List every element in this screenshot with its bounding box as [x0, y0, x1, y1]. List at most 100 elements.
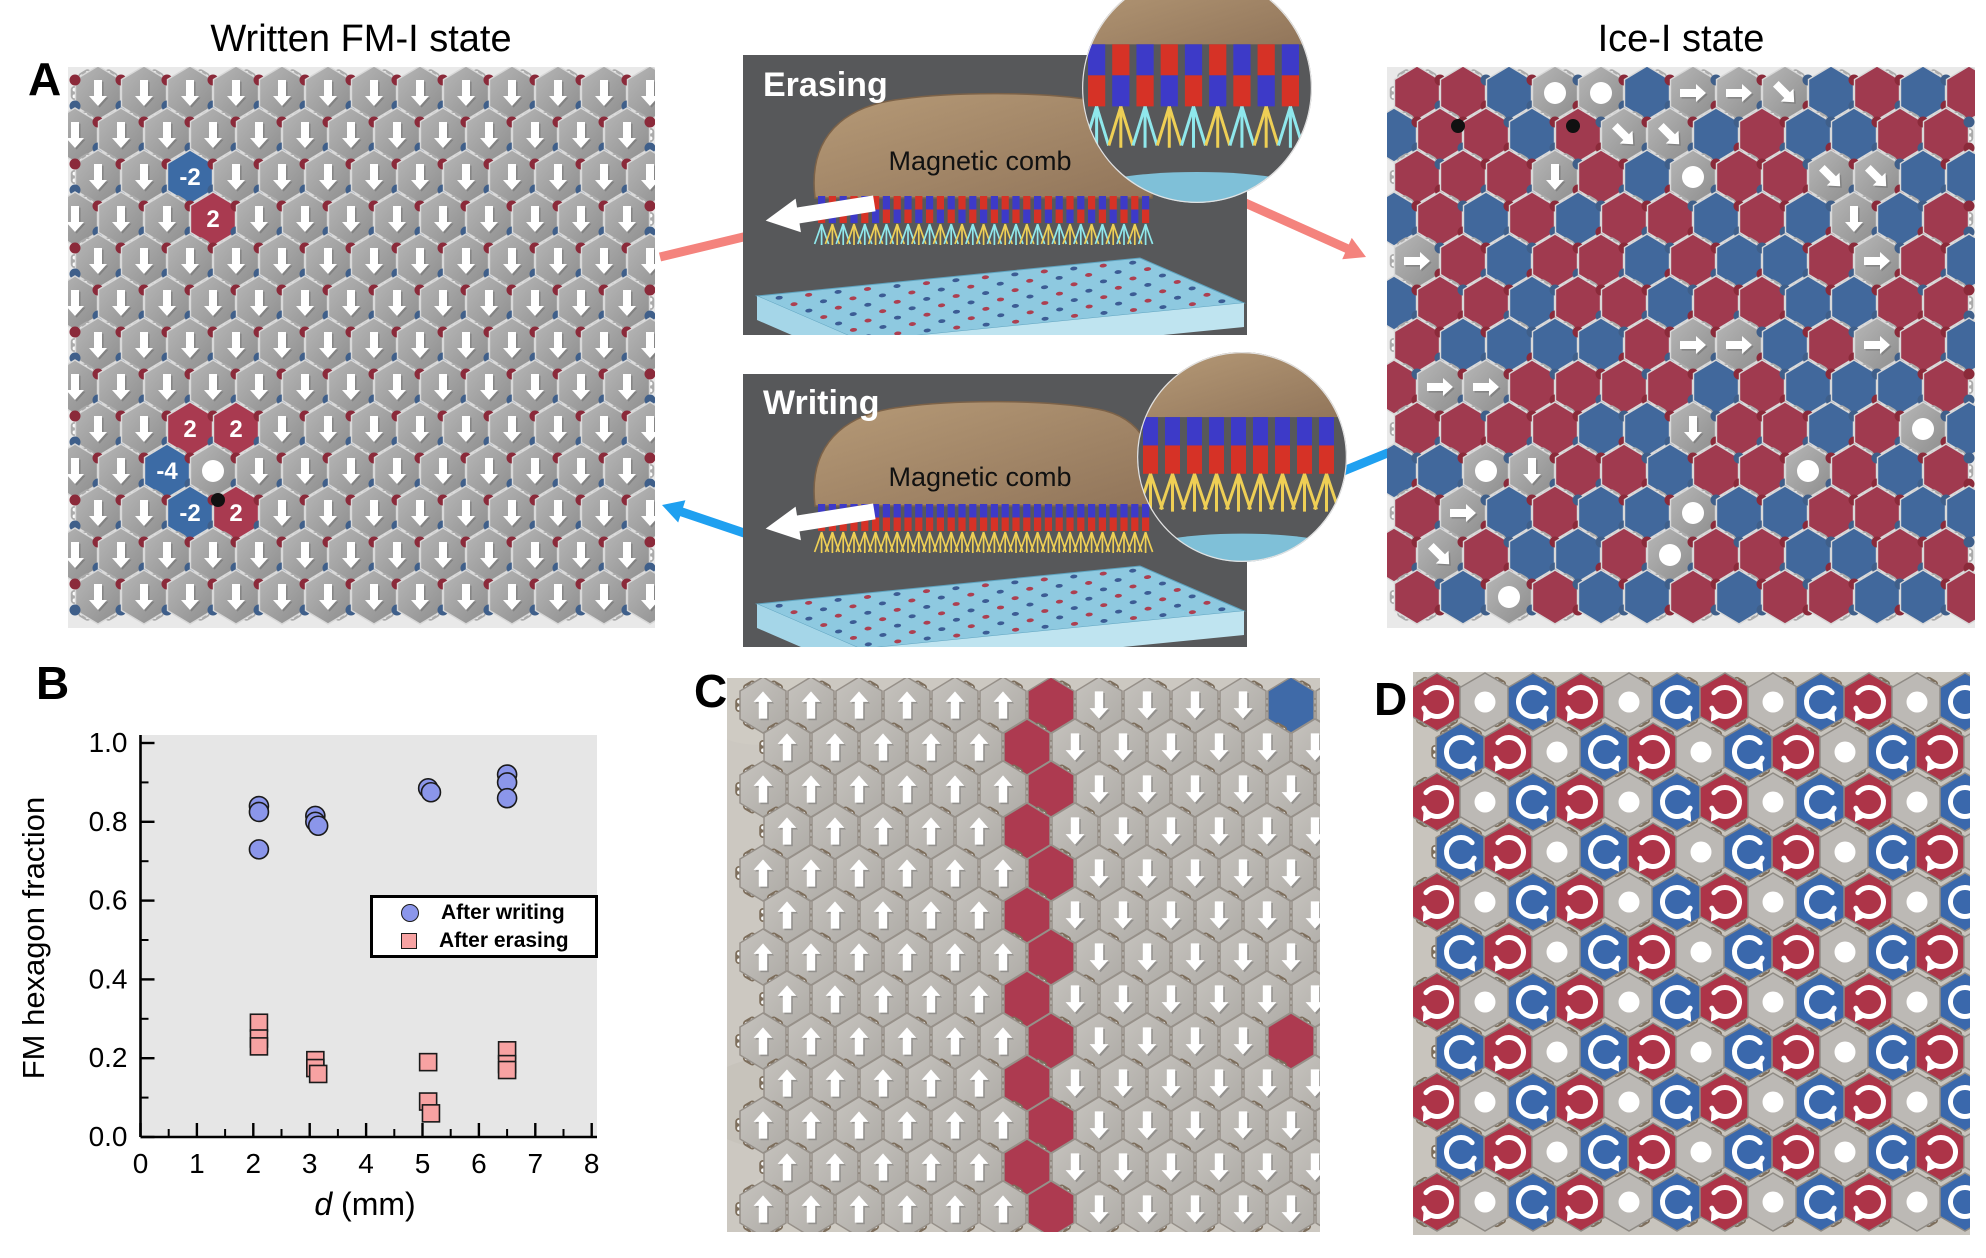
x-tick-label: 5	[415, 1148, 431, 1179]
charge-label: -2	[179, 164, 200, 191]
writing-marker-icon	[401, 903, 419, 922]
c-hexagon	[1291, 1054, 1320, 1112]
x-label-variable: d	[314, 1186, 333, 1222]
panel-b-label: B	[36, 657, 70, 709]
y-tick-label: 1.0	[89, 727, 128, 758]
d-neutral-hexagon	[1963, 1033, 1970, 1071]
fm-state-title: Written FM-I state	[210, 18, 512, 60]
black-vertex-dot	[1451, 119, 1465, 133]
after-erasing-point	[497, 1060, 517, 1080]
charge-label: -2	[179, 500, 200, 527]
lattice-hexagon	[626, 569, 655, 625]
d-neutral-hexagon	[1963, 733, 1970, 771]
after-erasing-point	[418, 1052, 438, 1072]
panel-d-label: D	[1374, 673, 1408, 725]
c-hexagon	[1291, 886, 1320, 944]
y-tick-label: 0.0	[89, 1121, 128, 1152]
y-tick-label: 0.8	[89, 806, 128, 837]
c-hexagon	[1315, 771, 1320, 807]
erasing-comb-label: Magnetic comb	[888, 146, 1072, 176]
erasing-to-ice-arrow	[1241, 197, 1350, 254]
x-label-unit: (mm)	[332, 1186, 416, 1222]
panel-c-label: C	[694, 665, 728, 717]
c-defect-hexagon	[1003, 970, 1051, 1028]
after-writing-point	[420, 781, 442, 803]
d-neutral-hexagon	[1963, 1133, 1970, 1171]
x-tick-label: 4	[358, 1148, 374, 1179]
c-defect-hexagon	[1027, 1180, 1075, 1232]
c-defect-hexagon	[1027, 844, 1075, 902]
charge-label: 2	[229, 416, 242, 443]
c-defect-hexagon	[1027, 760, 1075, 818]
after-writing-point	[248, 801, 270, 823]
c-defect-hexagon	[1027, 1012, 1075, 1070]
chart-x-axis-label: d (mm)	[250, 1186, 480, 1223]
black-vertex-dot	[1566, 119, 1580, 133]
c-hexagon	[1315, 1107, 1320, 1143]
c-defect-hexagon	[1027, 1096, 1075, 1154]
writing-to-fm-arrow	[674, 505, 752, 540]
d-neutral-hexagon	[1963, 933, 1970, 971]
erasing-title: Erasing	[763, 66, 888, 104]
charge-label: -4	[156, 458, 178, 485]
c-defect-hexagon	[1003, 1054, 1051, 1112]
c-hexagon	[1315, 687, 1320, 723]
c-hexagon	[1315, 1023, 1320, 1059]
after-writing-point	[496, 787, 518, 809]
c-defect-hexagon	[1003, 802, 1051, 860]
ice-lattice	[1387, 67, 1975, 628]
x-tick-label: 2	[246, 1148, 262, 1179]
c-hexagon	[1291, 802, 1320, 860]
x-tick-label: 7	[528, 1148, 544, 1179]
ice-state-title: Ice-I state	[1597, 18, 1765, 60]
c-defect-hexagon	[1003, 718, 1051, 776]
d-neutral-hexagon	[1963, 833, 1970, 871]
y-tick-label: 0.4	[89, 963, 128, 994]
after-erasing-point	[249, 1013, 269, 1033]
comb-motion-arrow	[765, 195, 876, 233]
after-erasing-point	[421, 1104, 441, 1123]
c-defect-hexagon	[1267, 678, 1315, 734]
c-hexagon	[1315, 1191, 1320, 1227]
writing-title: Writing	[763, 384, 880, 422]
erasing-marker-icon	[401, 932, 417, 949]
ice-hexagon	[1945, 569, 1975, 625]
fm-lattice: -222 2-4-2 2	[68, 67, 655, 628]
c-defect-hexagon	[1003, 886, 1051, 944]
x-tick-label: 0	[133, 1148, 149, 1179]
legend-after-erasing: After erasing	[401, 929, 595, 953]
c-hexagon	[1291, 1138, 1320, 1196]
after-writing-point	[307, 815, 329, 837]
vortex-crystal-lattice	[1413, 672, 1970, 1235]
y-tick-label: 0.6	[89, 885, 128, 916]
legend-erasing-text: After erasing	[439, 928, 569, 952]
panel-a-label: A	[28, 53, 62, 105]
chart-legend: After writing After erasing	[370, 895, 598, 958]
c-defect-hexagon	[1267, 1012, 1315, 1070]
legend-writing-text: After writing	[441, 900, 565, 924]
c-hexagon	[1315, 939, 1320, 975]
x-tick-label: 8	[584, 1148, 600, 1179]
fm-fraction-chart: 0.0 0.2 0.4 0.6 0.8 1.0 0 1 2 3 4 5 6 7 8	[89, 727, 600, 1179]
writing-panel	[743, 374, 1247, 647]
y-tick-label: 0.2	[89, 1042, 128, 1073]
x-tick-label: 3	[302, 1148, 318, 1179]
c-hexagon	[1291, 718, 1320, 776]
x-tick-label: 6	[471, 1148, 487, 1179]
comb-motion-arrow	[765, 503, 876, 541]
charge-label: 2	[206, 206, 219, 233]
after-erasing-point	[249, 1037, 269, 1056]
after-erasing-point	[308, 1064, 328, 1084]
chart-y-axis-label: FM hexagon fraction	[16, 796, 51, 1080]
c-defect-hexagon	[1027, 678, 1075, 734]
domain-wall-lattice	[727, 678, 1320, 1232]
charge-label: 2	[229, 500, 242, 527]
x-tick-label: 1	[189, 1148, 205, 1179]
charge-label: 2	[183, 416, 196, 443]
black-vertex-dot	[211, 493, 225, 507]
c-hexagon	[1291, 970, 1320, 1028]
writing-comb-label: Magnetic comb	[888, 462, 1072, 492]
c-defect-hexagon	[1003, 1138, 1051, 1196]
